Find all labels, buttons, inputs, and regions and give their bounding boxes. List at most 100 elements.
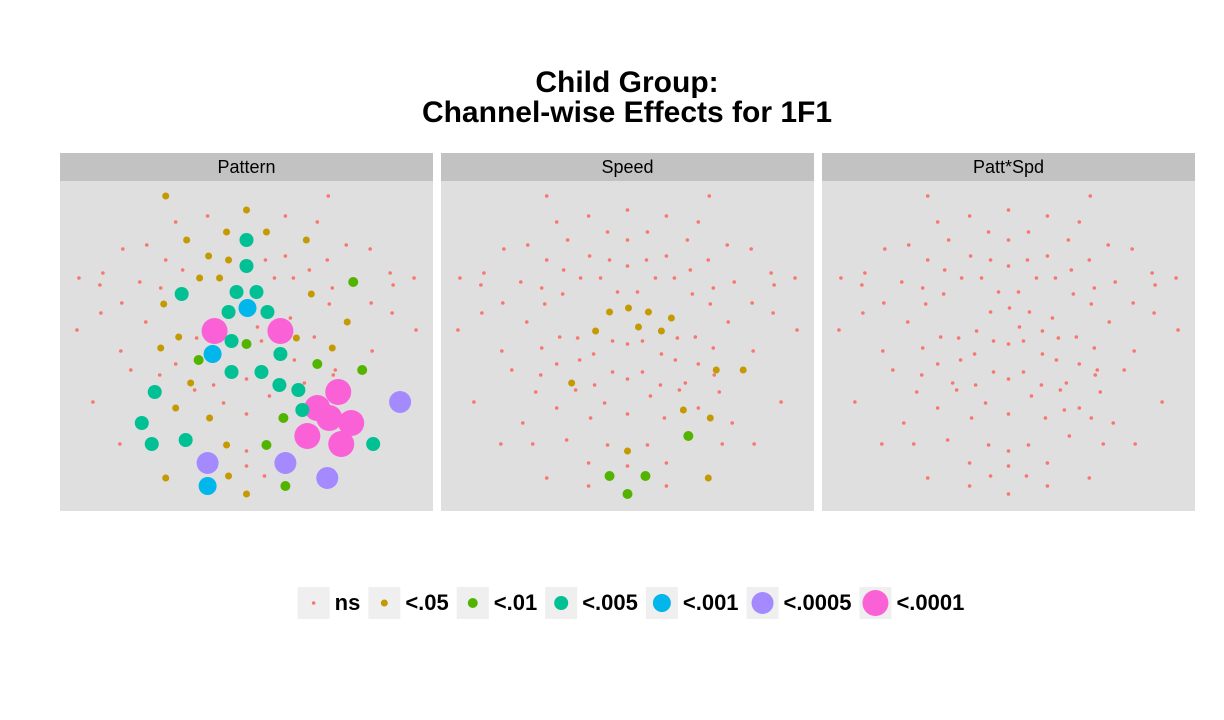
- channel-point: [1025, 258, 1030, 262]
- channel-point: [935, 406, 940, 410]
- channel-point: [77, 276, 81, 280]
- channel-point: [882, 301, 886, 305]
- channel-point: [1007, 306, 1012, 310]
- channel-point: [664, 214, 669, 218]
- channel-point: [749, 247, 753, 251]
- channel-point: [554, 362, 559, 366]
- channel-point: [706, 414, 714, 422]
- channel-point: [482, 271, 486, 275]
- channel-point: [267, 394, 272, 398]
- channel-point: [956, 336, 961, 340]
- channel-point: [292, 334, 300, 342]
- channel-point: [771, 311, 775, 315]
- channel-point: [327, 302, 332, 306]
- channel-point: [730, 421, 735, 425]
- channel-point: [388, 271, 392, 275]
- channel-point: [554, 406, 559, 410]
- channel-point: [988, 474, 993, 478]
- channel-point: [458, 276, 462, 280]
- legend: ns <.05 <.01 <.005 <.001 <.0005 <.0001: [297, 587, 964, 619]
- channel-point: [974, 329, 979, 333]
- channel-point: [673, 358, 678, 362]
- channel-point: [672, 276, 677, 280]
- channel-point: [501, 301, 505, 305]
- channel-point: [274, 452, 297, 474]
- channel-point: [307, 268, 312, 272]
- channel-point: [880, 442, 884, 446]
- channel-point: [769, 271, 773, 275]
- channel-point: [679, 406, 687, 414]
- channel-point: [986, 230, 991, 234]
- channel-point: [1092, 286, 1097, 290]
- channel-point: [525, 243, 530, 247]
- channel-point: [255, 325, 260, 329]
- channel-point: [143, 320, 148, 324]
- channel-point: [752, 442, 756, 446]
- channel-point: [225, 256, 233, 264]
- channel-point: [979, 276, 984, 280]
- channel-point: [648, 394, 653, 398]
- channel-point: [1071, 292, 1076, 296]
- channel-point: [664, 484, 669, 488]
- channel-point: [795, 328, 799, 332]
- channel-point: [162, 192, 170, 200]
- channel-point: [205, 214, 210, 218]
- channel-point: [1006, 464, 1011, 468]
- channel-point: [544, 258, 549, 262]
- channel-point: [988, 310, 993, 314]
- channel-point: [967, 484, 972, 488]
- channel-point: [901, 421, 906, 425]
- channel-point: [986, 443, 991, 447]
- channel-point: [693, 335, 698, 339]
- channel-point: [935, 220, 940, 224]
- channel-point: [624, 447, 631, 455]
- channel-point: [664, 254, 669, 258]
- channel-point: [1006, 449, 1011, 453]
- channel-point: [610, 370, 615, 374]
- channel-point: [557, 335, 562, 339]
- channel-point: [229, 285, 244, 299]
- channel-point: [480, 311, 484, 315]
- channel-point: [221, 401, 226, 405]
- channel-point: [863, 271, 867, 275]
- channel-point: [1054, 358, 1059, 362]
- channel-point: [645, 443, 650, 447]
- channel-point: [625, 464, 630, 468]
- channel-point: [316, 467, 339, 489]
- channel-point: [338, 410, 365, 436]
- panel-background: [441, 181, 814, 511]
- channel-point: [914, 390, 919, 394]
- channel-point: [315, 220, 320, 224]
- channel-point: [972, 352, 977, 356]
- channel-point: [942, 268, 947, 272]
- channel-point: [144, 243, 149, 247]
- channel-point: [348, 277, 359, 287]
- channel-point: [390, 311, 394, 315]
- channel-point: [1006, 342, 1011, 346]
- channel-point: [192, 388, 197, 392]
- channel-point: [302, 236, 310, 244]
- channel-point: [837, 328, 841, 332]
- channel-point: [272, 276, 277, 280]
- channel-point: [366, 437, 381, 451]
- legend-symbol: [751, 592, 774, 614]
- channel-point: [925, 194, 930, 198]
- channel-point: [193, 355, 204, 365]
- channel-point: [157, 373, 162, 377]
- channel-point: [685, 238, 690, 242]
- strip-label: Speed: [601, 157, 653, 177]
- channel-point: [683, 431, 694, 441]
- channel-point: [675, 336, 680, 340]
- channel-point: [1130, 247, 1134, 251]
- channel-point: [725, 243, 730, 247]
- channel-point: [554, 220, 559, 224]
- channel-point: [1087, 258, 1092, 262]
- channel-point: [779, 400, 783, 404]
- channel-point: [688, 268, 693, 272]
- channel-point: [162, 474, 170, 482]
- channel-point: [560, 292, 565, 296]
- channel-point: [586, 214, 591, 218]
- channel-point: [941, 292, 946, 296]
- channel-point: [343, 318, 351, 326]
- channel-point: [605, 443, 610, 447]
